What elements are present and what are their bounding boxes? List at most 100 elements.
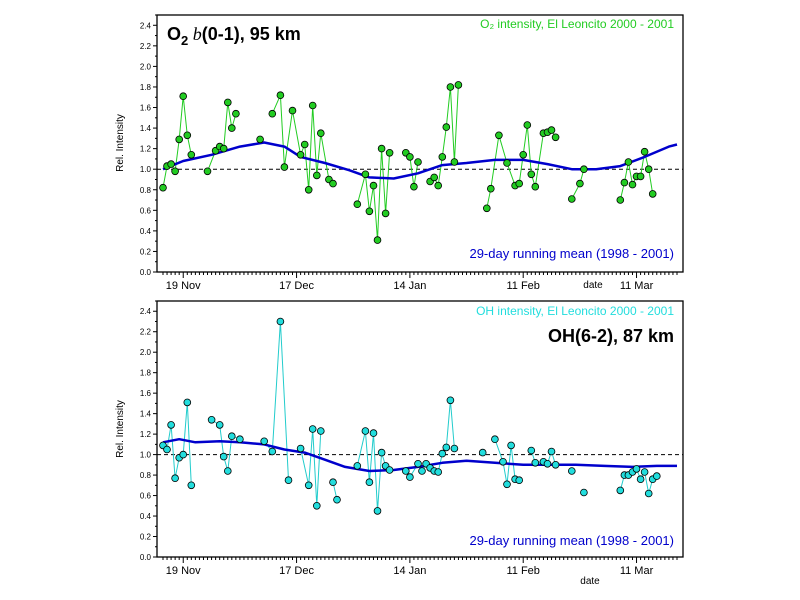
- data-point: [551, 460, 560, 469]
- data-point: [333, 495, 341, 504]
- data-point: [547, 126, 556, 134]
- y-tick-label: 0.6: [140, 492, 152, 501]
- x-tick-label: 17 Dec: [279, 565, 314, 577]
- data-point: [418, 467, 426, 475]
- data-point: [373, 236, 382, 244]
- x-tick-label: 17 Dec: [279, 280, 314, 292]
- y-tick-label: 0.4: [140, 512, 152, 521]
- data-point: [446, 83, 455, 91]
- y-tick-label: 1.6: [140, 104, 152, 113]
- y-tick-label: 1.4: [140, 410, 152, 419]
- data-point: [183, 131, 192, 140]
- data-point: [414, 158, 422, 166]
- data-point: [486, 184, 495, 193]
- x-axis-bottom: 19 Nov 17 Dec 14 Jan 11 Feb 11 Mar: [162, 557, 678, 577]
- data-point: [519, 151, 527, 159]
- data-point: [175, 135, 184, 144]
- x-tick-label: 11 Mar: [620, 280, 654, 292]
- data-point: [159, 183, 167, 192]
- data-point: [224, 467, 232, 475]
- data-point: [551, 133, 560, 142]
- data-point: [300, 140, 309, 149]
- data-point: [499, 457, 507, 466]
- data-point: [652, 472, 661, 480]
- data-point: [482, 204, 491, 213]
- data-point: [236, 435, 244, 444]
- data-point: [353, 200, 362, 209]
- data-point: [503, 159, 511, 167]
- y-tick-label: 0.0: [140, 268, 152, 277]
- xlabel-bottom: date: [580, 576, 600, 587]
- data-point: [369, 429, 378, 437]
- data-point: [329, 179, 337, 188]
- ylabel-bottom: Rel. Intensity: [115, 400, 126, 458]
- data-point: [288, 106, 297, 115]
- data-point: [401, 467, 410, 475]
- data-point: [438, 153, 447, 161]
- y-axis-bottom: 0.0 0.2 0.4 0.6 0.8 1.0 1.2 1.4 1.6 1.8 2.0 2.2 2.4: [140, 300, 157, 562]
- data-point: [377, 448, 386, 457]
- data-point: [304, 481, 313, 490]
- data-point: [616, 196, 625, 204]
- data-point: [361, 427, 370, 435]
- legend-mean-o2: 29-day running mean (1998 - 2001): [469, 246, 674, 261]
- y-tick-label: 2.0: [140, 62, 152, 71]
- data-point: [616, 486, 625, 495]
- data-point: [296, 151, 305, 159]
- x-tick-label: 14 Jan: [393, 280, 426, 292]
- data-point: [163, 445, 171, 454]
- panel-title-bottom: OH(6-2), 87 km: [548, 326, 674, 346]
- data-point: [527, 170, 536, 179]
- plot-area-bottom: [157, 317, 683, 515]
- data-point: [268, 109, 277, 118]
- data-point: [450, 158, 459, 166]
- x-tick-label: 14 Jan: [393, 565, 426, 577]
- legend-mean-oh: 29-day running mean (1998 - 2001): [469, 533, 674, 548]
- data-point: [365, 478, 374, 487]
- data-point: [410, 182, 418, 191]
- data-point: [442, 443, 451, 452]
- x-tick-label: 11 Mar: [620, 565, 654, 577]
- plot-frame-bottom: [156, 300, 684, 558]
- data-point: [385, 149, 394, 157]
- x-tick-label: 11 Feb: [506, 280, 539, 292]
- data-point: [203, 167, 212, 176]
- data-point: [644, 165, 653, 174]
- data-point: [430, 173, 439, 182]
- x-axis-top: 19 Nov 17 Dec 14 Jan 11 Feb 11 Mar: [162, 272, 678, 292]
- data-point: [567, 195, 576, 203]
- data-point: [442, 123, 451, 131]
- plot-area-top: [157, 81, 683, 244]
- data-point: [648, 190, 657, 198]
- data-point: [515, 179, 523, 188]
- data-point: [171, 474, 179, 483]
- x-tick-label: 19 Nov: [166, 280, 201, 292]
- data-point: [406, 473, 414, 481]
- data-point: [624, 158, 633, 166]
- x-tick-label: 11 Feb: [506, 565, 539, 577]
- data-point: [187, 481, 196, 490]
- y-tick-label: 0.6: [140, 206, 152, 215]
- data-point: [284, 476, 293, 485]
- data-point: [276, 91, 285, 99]
- data-point: [632, 465, 641, 473]
- data-point: [567, 467, 576, 475]
- y-tick-label: 0.8: [140, 471, 152, 480]
- data-point: [580, 488, 588, 497]
- data-point: [636, 172, 645, 181]
- intensity-line: [162, 84, 654, 241]
- data-point: [219, 144, 228, 153]
- data-point: [268, 447, 277, 456]
- data-point: [369, 181, 378, 190]
- y-tick-label: 1.2: [140, 145, 152, 154]
- data-point: [365, 207, 374, 216]
- y-tick-label: 1.8: [140, 83, 152, 92]
- data-point: [414, 459, 422, 468]
- data-point: [167, 421, 175, 429]
- data-point: [491, 435, 499, 444]
- data-point: [232, 109, 240, 118]
- data-point: [454, 81, 463, 89]
- data-point: [329, 478, 337, 487]
- data-point: [304, 186, 313, 194]
- data-point: [531, 458, 540, 467]
